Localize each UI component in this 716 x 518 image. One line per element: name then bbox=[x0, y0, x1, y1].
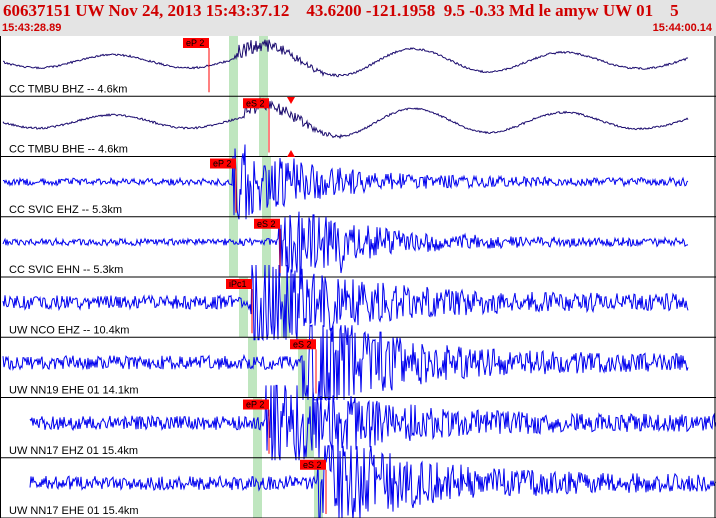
trace-row[interactable]: eS 2 CC TMBU BHE -- 4.6km bbox=[0, 97, 716, 157]
phase-pick-label: eS 2 bbox=[257, 219, 276, 229]
waveform-line bbox=[29, 445, 716, 518]
station-label: CC TMBU BHE -- 4.6km bbox=[9, 144, 128, 156]
station-label: CC SVIC EHN -- 5.3km bbox=[9, 264, 123, 276]
waveform-line bbox=[2, 264, 689, 342]
phase-pick-flag[interactable] bbox=[210, 158, 236, 169]
phase-pick-flag[interactable] bbox=[290, 339, 316, 350]
waveform-line bbox=[2, 211, 689, 277]
trace-row[interactable]: eS 2 CC SVIC EHN -- 5.3km bbox=[0, 211, 716, 278]
event-title: 60637151 UW Nov 24, 2013 15:43:37.12 43.… bbox=[3, 1, 679, 20]
trace-row[interactable]: iPc1 UW NCO EHZ -- 10.4km bbox=[0, 264, 716, 342]
phase-pick-flag[interactable] bbox=[243, 399, 269, 410]
theoretical-arrival-band bbox=[259, 96, 268, 157]
trace-row[interactable]: eP 2 UW NN17 EHZ 01 15.4km bbox=[0, 384, 716, 461]
theoretical-arrival-band bbox=[262, 216, 271, 277]
trace-row[interactable]: eP 2 CC TMBU BHZ -- 4.6km bbox=[0, 38, 716, 97]
phase-pick-flag[interactable] bbox=[254, 218, 280, 229]
station-label: CC SVIC EHZ -- 5.3km bbox=[9, 204, 122, 216]
theoretical-arrival-band bbox=[253, 397, 262, 458]
trace-row[interactable]: eP 2 CC SVIC EHZ -- 5.3km bbox=[0, 144, 716, 220]
phase-pick-label: eP 2 bbox=[213, 159, 231, 169]
station-label: CC TMBU BHZ -- 4.6km bbox=[9, 83, 127, 95]
theoretical-arrival-band bbox=[253, 457, 262, 518]
coda-marker-icon bbox=[287, 150, 295, 157]
theoretical-arrival-band bbox=[259, 36, 268, 97]
phase-pick-flag[interactable] bbox=[226, 279, 252, 289]
phase-pick-flag[interactable] bbox=[243, 98, 269, 109]
coda-marker-icon bbox=[287, 97, 295, 104]
start-time-label: 15:43:28.89 bbox=[2, 22, 62, 34]
seismogram-panel[interactable]: eP 2 CC TMBU BHZ -- 4.6km eS 2 CC TMBU BHE … bbox=[0, 36, 716, 518]
station-label: UW NN17 EHZ 01 15.4km bbox=[9, 445, 138, 457]
phase-pick-label: eS 2 bbox=[246, 98, 265, 108]
theoretical-arrival-band bbox=[229, 36, 238, 97]
station-label: UW NN19 EHE 01 14.1km bbox=[9, 385, 139, 397]
phase-pick-flag[interactable] bbox=[300, 459, 326, 470]
waveform-line bbox=[2, 97, 689, 140]
waveform-line bbox=[2, 144, 689, 220]
theoretical-arrival-band bbox=[305, 397, 314, 458]
trace-row[interactable]: eS 2 UW NN19 EHE 01 14.1km bbox=[0, 324, 716, 402]
phase-pick-flag[interactable] bbox=[183, 38, 209, 48]
phase-pick-label: eP 2 bbox=[246, 400, 264, 410]
waveform-line bbox=[29, 384, 716, 461]
theoretical-arrival-band bbox=[229, 216, 238, 277]
theoretical-arrival-band bbox=[239, 277, 248, 338]
phase-pick-label: iPc1 bbox=[229, 279, 247, 289]
theoretical-arrival-band bbox=[229, 96, 238, 157]
phase-pick-label: eS 2 bbox=[293, 339, 312, 349]
waveform-line bbox=[2, 39, 689, 78]
phase-pick-label: eP 2 bbox=[186, 38, 204, 48]
header-bar: 60637151 UW Nov 24, 2013 15:43:37.12 43.… bbox=[0, 0, 716, 36]
phase-pick-label: eS 2 bbox=[303, 460, 322, 470]
trace-row[interactable]: eS 2 UW NN17 EHE 01 15.4km bbox=[0, 445, 716, 518]
station-label: UW NN17 EHE 01 15.4km bbox=[9, 505, 139, 517]
station-label: UW NCO EHZ -- 10.4km bbox=[9, 324, 129, 336]
waveform-line bbox=[2, 324, 689, 402]
end-time-label: 15:44:00.14 bbox=[652, 22, 712, 34]
